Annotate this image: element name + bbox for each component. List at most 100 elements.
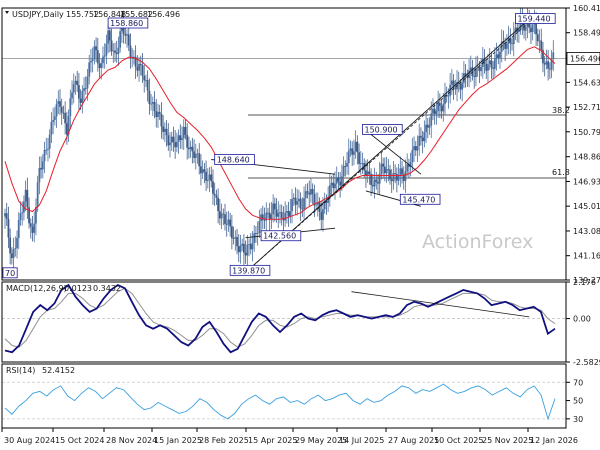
panel-frame: [1, 7, 567, 281]
candle-body: [452, 80, 455, 89]
candle-body: [126, 34, 128, 36]
candle-body: [55, 104, 58, 117]
x-tick-label: 15 Oct 2024: [55, 436, 104, 445]
candle-body: [480, 66, 482, 72]
candle-body: [96, 50, 99, 64]
candle-body: [334, 183, 336, 189]
candle-body: [251, 242, 254, 250]
candle-body: [313, 194, 316, 206]
candle-body: [530, 27, 532, 33]
candle-body: [366, 171, 369, 176]
candle-body: [423, 131, 426, 142]
label-159440-box: [515, 13, 556, 24]
candle-body: [270, 214, 273, 220]
candle-body: [430, 113, 433, 126]
candle-body: [115, 52, 118, 54]
candle-body: [337, 177, 340, 182]
candle-body: [50, 121, 53, 135]
candle-body: [206, 179, 209, 181]
candle-body: [344, 165, 347, 167]
candle-body: [545, 61, 548, 65]
candle-body: [230, 226, 233, 239]
candle-body: [169, 142, 171, 146]
dropdown-triangle-icon: [5, 11, 9, 14]
price-tick-label: 141.165: [573, 252, 600, 261]
candle-body: [473, 75, 476, 77]
candle-body: [263, 219, 266, 221]
candle-body: [547, 61, 550, 69]
candle-body: [19, 213, 22, 221]
candle-body: [210, 174, 213, 182]
candle-body: [220, 213, 223, 219]
candle-body: [476, 66, 479, 69]
candle-body: [60, 106, 63, 113]
candle-body: [272, 203, 275, 215]
candle-body: [519, 19, 522, 29]
price-tick-label: 143.085: [573, 227, 600, 236]
candle-body: [212, 181, 214, 194]
candle-body: [382, 163, 385, 167]
candle-body: [150, 103, 152, 105]
candle-body: [53, 116, 56, 121]
candle-body: [241, 243, 244, 246]
candle-body: [327, 197, 330, 203]
candle-body: [459, 83, 462, 90]
candle-body: [174, 142, 177, 148]
candle-body: [540, 40, 543, 51]
macd-trendline: [351, 291, 530, 318]
candle-body: [17, 220, 20, 238]
candle-body: [354, 141, 357, 152]
candle-body: [64, 112, 67, 124]
candle-body: [41, 161, 44, 170]
candle-body: [225, 223, 228, 225]
candle-body: [509, 38, 512, 44]
candle-body: [236, 237, 238, 247]
candle-body: [478, 66, 481, 72]
x-tick-label: 28 Nov 2024: [106, 436, 157, 445]
ohlc-high: 156.848: [93, 10, 126, 19]
ohlc-open: 155.752: [66, 10, 99, 19]
candle-body: [401, 168, 403, 175]
candle-body: [316, 202, 319, 205]
candle-body: [543, 63, 546, 65]
candle-body: [328, 185, 331, 198]
candle-body: [107, 30, 110, 44]
candle-body: [71, 92, 73, 99]
candle-body: [310, 188, 312, 195]
macd-tick-label: -2.5829: [573, 358, 600, 367]
candle-body: [370, 174, 372, 185]
candle-body: [222, 213, 225, 215]
candle-body: [275, 209, 278, 217]
candle-body: [103, 55, 106, 57]
candle-body: [311, 188, 314, 195]
candle-body: [7, 218, 10, 238]
candle-body: [306, 191, 309, 193]
candle-body: [387, 169, 390, 170]
x-tick-label: 14 Jul 2025: [339, 436, 384, 445]
watermark: ActionForex: [422, 231, 533, 253]
candle-body: [440, 105, 443, 112]
price-tick-label: 145.015: [573, 202, 600, 211]
candle-body: [16, 237, 18, 249]
candle-body: [261, 214, 264, 220]
candle-body: [208, 174, 211, 180]
candle-body: [437, 102, 440, 112]
candle-body: [457, 82, 460, 84]
candle-body: [277, 213, 280, 217]
candle-body: [67, 116, 70, 135]
candle-body: [392, 173, 395, 182]
candle-body: [143, 75, 146, 81]
candle-body: [346, 162, 348, 167]
candle-body: [359, 163, 362, 165]
candle-body: [179, 135, 182, 141]
candle-body: [397, 175, 400, 181]
macd-tick-label: 0.00: [573, 315, 591, 324]
candle-body: [492, 67, 495, 69]
ohlc-close: 156.496: [147, 10, 180, 19]
candle-body: [36, 182, 39, 208]
candle-body: [299, 198, 302, 209]
candle-body: [227, 219, 230, 225]
candle-body: [475, 68, 477, 77]
label-139870: 139.870: [232, 266, 265, 275]
candle-body: [119, 31, 122, 48]
